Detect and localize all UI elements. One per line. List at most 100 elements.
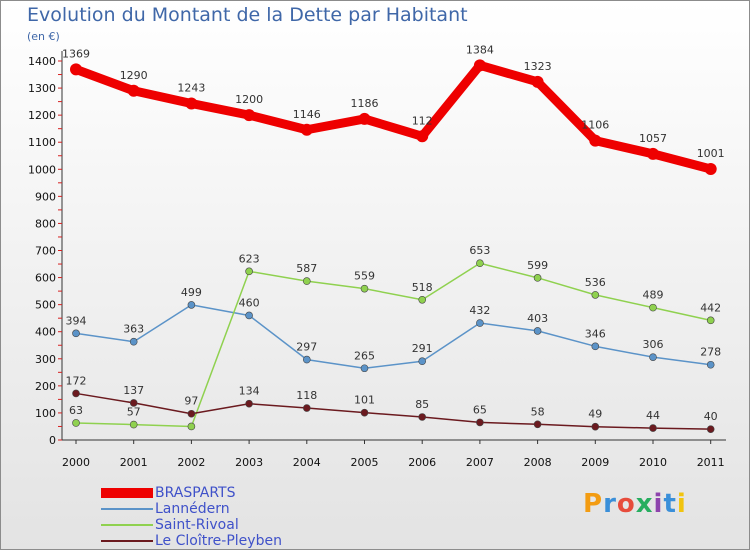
y-tick-label: 1200 [28,109,56,122]
legend: BRASPARTS Lannédern Saint-Rivoal Le Cloître… [101,485,361,549]
legend-item: Saint-Rivoal [101,517,361,533]
data-point [706,360,715,369]
data-point [72,389,80,398]
series-lines [70,59,717,433]
x-tick-label: 2008 [524,456,552,469]
data-point [704,163,717,176]
data-point [360,284,369,293]
data-point [187,301,196,309]
data-label: 40 [704,410,718,423]
data-label: 346 [585,327,606,340]
data-point [533,327,542,335]
data-point [476,418,484,427]
data-label: 559 [354,270,375,283]
y-tick-label: 900 [35,190,56,203]
data-label: 278 [700,346,721,359]
data-point [476,319,484,327]
data-label: 403 [527,312,548,325]
data-point [72,329,80,338]
data-point [591,291,600,299]
data-label: 85 [415,398,429,411]
data-label: 137 [123,384,144,397]
data-point [533,274,542,282]
data-label: 101 [354,394,375,407]
data-point [418,413,427,421]
data-label: 1186 [351,97,379,110]
x-tick-label: 2010 [639,456,667,469]
chart-subtitle: (en €) [27,30,60,43]
data-point [129,337,138,346]
y-tick-label: 500 [35,299,56,312]
data-label: 65 [473,403,487,416]
data-point [416,130,429,143]
x-tick-label: 2003 [235,456,263,469]
data-point [187,409,196,418]
data-point [473,59,486,72]
data-label: 118 [296,389,317,402]
data-label: 172 [66,374,87,387]
data-point [476,259,484,268]
data-point [245,399,253,408]
data-label: 432 [469,304,490,317]
legend-label: Le Cloître-Pleyben [155,533,282,549]
data-label: 1290 [120,69,148,82]
data-label: 1146 [293,108,321,121]
series-line-3 [75,392,712,430]
x-tick-label: 2005 [351,456,379,469]
data-label: 460 [239,296,260,309]
data-point [591,342,600,351]
axes: 0 100 200 300 400 500 600 700 800 900 1000 1100 1200… [28,51,726,469]
data-point [649,424,657,432]
data-point [649,303,657,312]
data-label: 291 [412,342,433,355]
data-point [360,408,369,417]
data-label: 57 [127,406,141,419]
data-point [185,97,198,110]
legend-swatch [101,524,153,526]
data-label: 49 [588,408,602,421]
y-tick-label: 700 [35,245,56,258]
data-label: 58 [531,405,545,418]
data-labels: 1369 1290 1243 1200 1146 1186 112 1384 1323 1106 1… [62,43,725,423]
data-label: 1323 [524,60,552,73]
data-point [72,419,80,427]
data-point [300,123,313,136]
legend-item: Lannédern [101,501,361,517]
legend-swatch [101,488,153,498]
series-line-0 [71,60,716,174]
data-point [531,75,544,88]
data-label: 306 [643,338,664,351]
data-label: 499 [181,286,202,299]
data-point [245,311,253,320]
data-point [70,63,82,76]
y-tick-label: 1400 [28,55,56,68]
data-label: 1384 [466,43,494,56]
data-label: 1001 [697,147,725,160]
y-tick-label: 600 [35,272,56,285]
data-label: 442 [700,301,721,314]
legend-item: Le Cloître-Pleyben [101,533,361,549]
y-tick-label: 0 [49,434,56,447]
legend-label: Saint-Rivoal [155,517,239,533]
data-label: 489 [643,289,664,302]
data-label: 587 [296,262,317,275]
legend-item: BRASPARTS [101,485,361,501]
data-label: 97 [184,395,198,408]
data-point [649,353,657,361]
x-tick-label: 2004 [293,456,321,469]
data-point [129,399,138,407]
data-point [187,422,196,431]
proxiti-logo: Proxiti [583,489,687,519]
data-label: 1057 [639,132,667,145]
data-label: 599 [527,259,548,272]
data-label: 44 [646,409,660,422]
x-tick-label: 2011 [697,456,725,469]
data-label: 623 [239,252,260,265]
legend-label: BRASPARTS [155,485,236,501]
data-point [302,277,311,285]
data-point [302,355,311,364]
x-tick-label: 2006 [408,456,436,469]
data-point [245,267,253,276]
data-point [302,404,311,412]
